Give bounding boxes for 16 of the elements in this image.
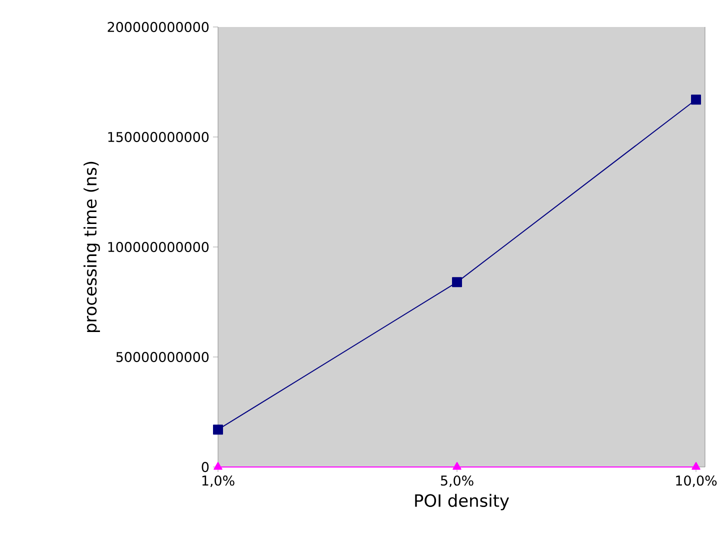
point bbox=[691, 94, 702, 105]
y-tick-label: 100000000000 bbox=[108, 242, 209, 252]
y-tick-label: 50000000000 bbox=[116, 352, 209, 362]
y-axis-title: processing time (ns) bbox=[84, 162, 100, 332]
y-tick-label: 200000000000 bbox=[108, 22, 209, 32]
point bbox=[452, 277, 462, 288]
x-tick-label: 1,0% bbox=[202, 476, 234, 488]
y-tick-label: 150000000000 bbox=[108, 132, 209, 142]
x-tick-label: 5,0% bbox=[440, 476, 474, 488]
point bbox=[452, 462, 462, 470]
x-axis-title: POI density bbox=[415, 494, 509, 510]
y-tick-label: 0 bbox=[202, 462, 209, 472]
x-tick-label: 10,0% bbox=[676, 476, 717, 488]
point bbox=[213, 424, 224, 435]
point bbox=[214, 462, 222, 470]
point bbox=[692, 462, 700, 470]
